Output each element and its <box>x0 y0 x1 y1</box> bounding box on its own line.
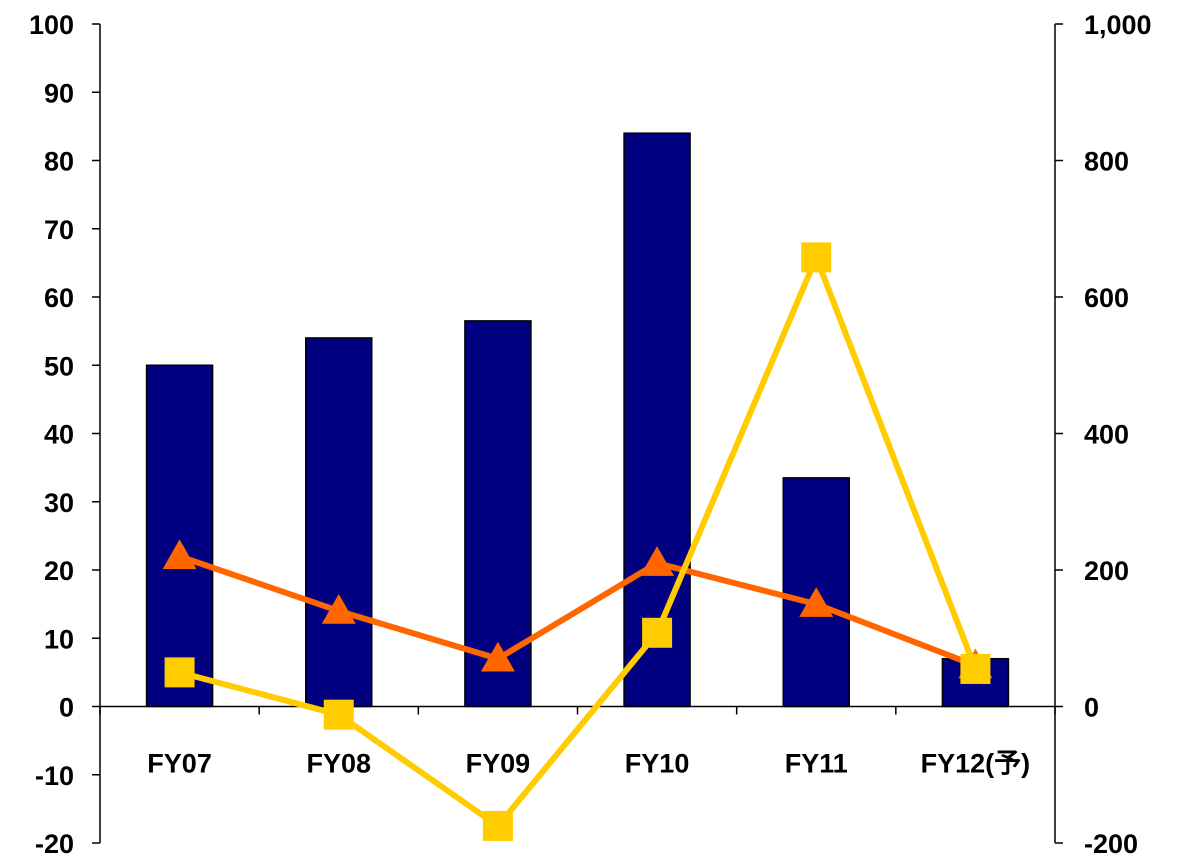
bar <box>305 337 373 708</box>
triangle-marker <box>321 593 356 624</box>
triangle-marker <box>480 641 515 672</box>
left-tick-label: -10 <box>35 761 74 791</box>
tick-labels: 1009080706050403020100-10-201,0008006004… <box>29 10 1152 855</box>
right-tick-label: 400 <box>1084 420 1129 450</box>
left-tick-label: 20 <box>44 556 74 586</box>
left-tick-label: 70 <box>44 215 74 245</box>
category-label: FY07 <box>147 749 212 779</box>
square-marker <box>642 617 673 648</box>
right-tick-label: 600 <box>1084 283 1129 313</box>
square-marker <box>164 657 195 688</box>
left-tick-label: 100 <box>29 10 74 40</box>
triangle-marker <box>799 587 834 617</box>
category-label: FY08 <box>306 749 371 779</box>
left-tick-label: 10 <box>44 624 74 654</box>
bar <box>623 132 691 708</box>
left-tick-label: 50 <box>44 351 74 381</box>
right-tick-label: 200 <box>1084 556 1129 586</box>
right-tick-label: 1,000 <box>1084 10 1152 40</box>
square-marker <box>801 242 832 273</box>
triangle-marker <box>640 546 675 576</box>
category-label: FY09 <box>466 749 531 779</box>
category-label: FY10 <box>625 749 690 779</box>
left-tick-label: 40 <box>44 420 74 450</box>
square-marker <box>960 653 991 684</box>
triangle-marker <box>162 539 197 570</box>
left-tick-label: 0 <box>59 693 74 723</box>
right-tick-label: 0 <box>1084 693 1099 723</box>
line-series <box>162 242 993 841</box>
left-tick-label: 60 <box>44 283 74 313</box>
yellow-line <box>178 254 979 829</box>
right-tick-label: -200 <box>1084 829 1138 855</box>
right-tick-label: 800 <box>1084 147 1129 177</box>
left-tick-label: 80 <box>44 147 74 177</box>
axes <box>92 23 1063 844</box>
category-label: FY12(予) <box>921 749 1031 779</box>
left-tick-label: 90 <box>44 78 74 108</box>
bar <box>782 477 850 708</box>
category-label: FY11 <box>785 749 848 779</box>
square-marker <box>323 699 354 730</box>
left-tick-label: 30 <box>44 488 74 518</box>
bar-series <box>145 132 1010 708</box>
orange-line <box>178 553 977 669</box>
bar <box>145 364 214 708</box>
square-marker <box>482 810 513 841</box>
left-tick-label: -20 <box>35 829 74 855</box>
